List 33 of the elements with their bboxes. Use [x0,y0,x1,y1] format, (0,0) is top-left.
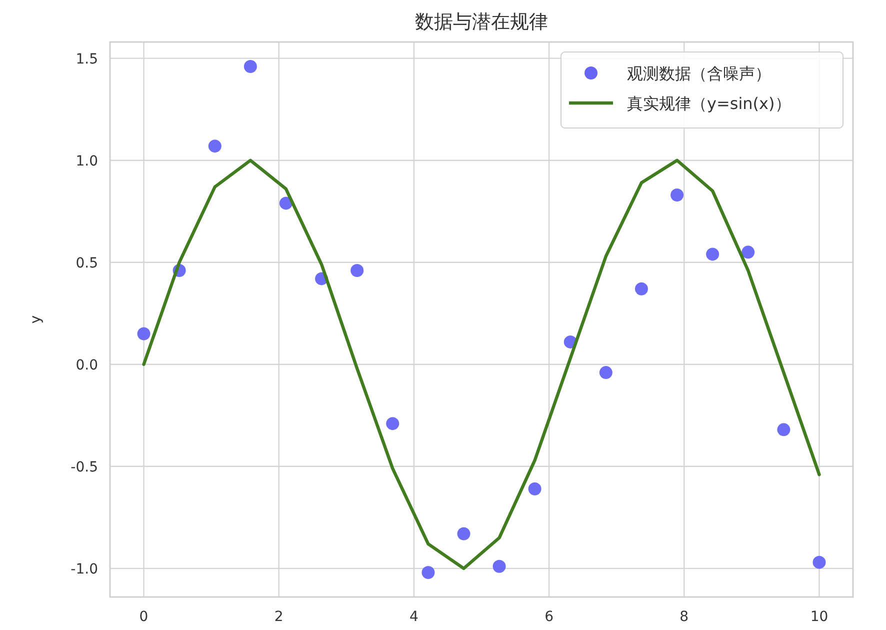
point [528,482,542,496]
point [706,248,720,261]
point [350,264,364,278]
line-series [142,158,821,570]
x-tick-label: 0 [139,609,148,625]
point [599,366,612,380]
point [670,188,684,202]
point [812,556,826,569]
point [777,423,790,436]
point [386,417,400,430]
y-tick-label: 0.0 [76,357,98,374]
y-tick-label: -0.5 [70,459,98,476]
point [422,566,435,580]
y-tick-label: 1.5 [76,51,98,68]
x-tick-label: 6 [544,609,554,625]
y-tick-label: -1.0 [70,561,98,578]
point [492,560,506,573]
point [244,60,257,73]
x-tick-label: 4 [409,609,418,625]
point [634,282,648,296]
legend-label: 真实规律（y=sin(x)） [627,94,791,113]
legend-label: 观测数据（含噪声） [627,64,771,83]
x-tick-label: 2 [274,609,284,625]
x-tick-label: 10 [810,609,828,625]
chart-title: 数据与潜在规律 [415,11,548,33]
y-tick-label: 1.0 [76,153,98,170]
point [208,140,222,153]
point [742,246,755,259]
point [457,527,470,540]
x-tick-label: 8 [680,609,689,625]
y-tick-label: 0.5 [76,255,98,272]
point [137,327,150,340]
y-axis-title: y [28,315,44,324]
